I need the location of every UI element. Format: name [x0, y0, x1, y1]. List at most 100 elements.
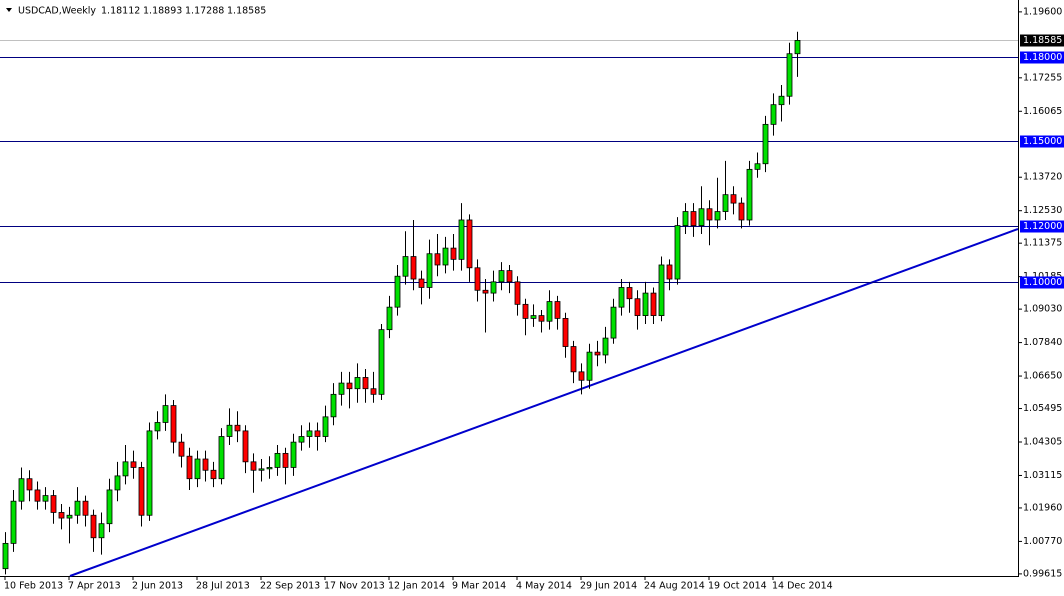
x-tick-label: 10 Feb 2013 — [4, 581, 63, 592]
candle-body — [794, 40, 801, 55]
candle-body — [194, 458, 201, 480]
candle-body — [58, 512, 65, 519]
candle-body — [282, 452, 289, 468]
candle-body — [106, 489, 113, 525]
candle-body — [562, 318, 569, 347]
candle-body — [370, 388, 377, 395]
level-label-box — [1020, 276, 1064, 289]
x-tick-label: 9 Mar 2014 — [452, 581, 506, 592]
candle-body — [410, 256, 417, 280]
level-label: 1.18000 — [1023, 52, 1062, 63]
candle-body — [706, 208, 713, 221]
candle-body — [42, 495, 49, 502]
candle-body — [618, 287, 625, 308]
candle-body — [498, 270, 505, 283]
candle-body — [154, 422, 161, 432]
y-tick-label: 0.99615 — [1023, 568, 1062, 579]
header-high: 1.18893 — [143, 6, 182, 17]
candle-body — [2, 542, 9, 570]
candle-body — [74, 500, 81, 516]
candle-body — [602, 337, 609, 356]
y-tick-label: 1.01960 — [1023, 502, 1062, 513]
candle-body — [250, 461, 257, 471]
candle-body — [178, 441, 185, 457]
candle-body — [594, 351, 601, 356]
y-tick-label: 1.12530 — [1023, 205, 1062, 216]
candle-body — [202, 458, 209, 471]
candle-body — [130, 461, 137, 468]
candle-body — [242, 430, 249, 463]
y-tick-label: 1.04305 — [1023, 436, 1062, 447]
level-label: 1.15000 — [1023, 136, 1062, 147]
y-tick-label: 1.09030 — [1023, 304, 1062, 315]
y-tick-label: 1.07840 — [1023, 337, 1062, 348]
header-close: 1.18585 — [227, 6, 266, 17]
candle-body — [578, 371, 585, 381]
candle-body — [778, 95, 785, 106]
candle-body — [122, 461, 129, 477]
candle-body — [402, 256, 409, 277]
level-label: 1.10000 — [1023, 277, 1062, 288]
x-tick-label: 29 Jun 2014 — [580, 581, 637, 592]
y-tick-label: 1.05495 — [1023, 403, 1062, 414]
candle-body — [434, 253, 441, 266]
candle-body — [426, 253, 433, 288]
x-tick-label: 2 Jun 2013 — [132, 581, 183, 592]
candle-body — [738, 202, 745, 221]
candle-body — [786, 53, 793, 97]
y-tick-label: 1.03115 — [1023, 470, 1062, 481]
candle-body — [26, 478, 33, 491]
candle-body — [378, 329, 385, 395]
candle-body — [258, 468, 265, 471]
candle-body — [658, 264, 665, 316]
candle-body — [666, 264, 673, 280]
candle-body — [634, 298, 641, 316]
y-tick-label: 1.06650 — [1023, 371, 1062, 382]
x-tick-label: 17 Nov 2013 — [324, 581, 385, 592]
candle-body — [482, 289, 489, 294]
candle-body — [674, 225, 681, 280]
level-label-box — [1020, 51, 1064, 64]
candle-body — [290, 441, 297, 468]
candle-body — [66, 514, 73, 519]
candle-body — [490, 281, 497, 294]
candle-body — [394, 275, 401, 308]
candle-body — [266, 467, 273, 470]
menu-arrow — [6, 8, 12, 12]
candle-body — [418, 278, 425, 288]
candle-body — [162, 405, 169, 423]
x-tick-label: 28 Jul 2013 — [196, 581, 250, 592]
candle-body — [386, 306, 393, 331]
candle-body — [714, 211, 721, 221]
candle-body — [570, 346, 577, 373]
x-tick-label: 4 May 2014 — [516, 581, 572, 592]
candle-body — [682, 211, 689, 227]
candle-body — [170, 405, 177, 443]
candle-body — [138, 467, 145, 516]
candle-body — [770, 104, 777, 125]
level-label-box — [1020, 220, 1064, 233]
candle-body — [506, 270, 513, 283]
x-tick-label: 22 Sep 2013 — [260, 581, 320, 592]
price-label: 1.18585 — [1023, 35, 1062, 46]
x-tick-label: 14 Dec 2014 — [772, 581, 833, 592]
candle-body — [730, 194, 737, 204]
candle-body — [554, 301, 561, 319]
price-label-box — [1020, 34, 1064, 47]
candle-body — [98, 523, 105, 539]
header-low: 1.17288 — [185, 6, 224, 17]
y-tick-label: 1.16065 — [1023, 106, 1062, 117]
x-tick-label: 24 Aug 2014 — [644, 581, 705, 592]
candle-body — [458, 219, 465, 260]
candle-body — [466, 219, 473, 269]
candle-body — [114, 475, 121, 491]
candle-body — [546, 301, 553, 322]
candle-body — [274, 452, 281, 468]
candle-body — [306, 430, 313, 437]
candle-body — [34, 489, 41, 502]
y-tick-label: 1.17255 — [1023, 72, 1062, 83]
candle-body — [442, 247, 449, 266]
